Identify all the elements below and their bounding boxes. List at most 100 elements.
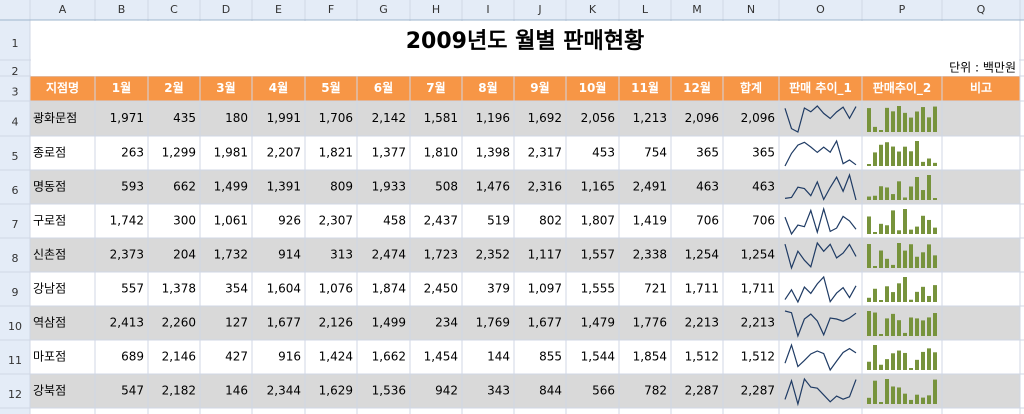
column-sparkline-bar bbox=[873, 126, 877, 132]
month-value: 1,933 bbox=[372, 180, 406, 194]
column-sparkline-bar bbox=[873, 266, 877, 268]
row-number: 7 bbox=[12, 218, 19, 231]
header-cell: 3월 bbox=[216, 80, 235, 95]
month-value: 2,142 bbox=[372, 111, 406, 125]
month-value: 2,096 bbox=[685, 111, 719, 125]
line-sparkline bbox=[784, 173, 857, 201]
column-sparkline-bar bbox=[933, 162, 937, 166]
column-sparkline-bar bbox=[921, 161, 925, 166]
header-cell: 4월 bbox=[269, 80, 288, 95]
month-value: 2,056 bbox=[581, 111, 615, 125]
header-cell: 판매 추이_1 bbox=[789, 80, 852, 96]
column-sparkline-bar bbox=[933, 106, 937, 132]
row-number: 2 bbox=[12, 65, 19, 78]
row-shade bbox=[30, 374, 1020, 408]
line-sparkline bbox=[784, 241, 857, 270]
column-sparkline-bar bbox=[891, 146, 895, 166]
column-sparkline-bar bbox=[879, 144, 883, 166]
column-sparkline-bar bbox=[909, 299, 913, 302]
month-value: 2,344 bbox=[267, 384, 301, 398]
column-sparkline-bar bbox=[915, 394, 919, 404]
row-shade bbox=[30, 101, 1020, 136]
column-sparkline-bar bbox=[909, 368, 913, 370]
column-sparkline-bar bbox=[891, 292, 895, 302]
unit: 단위 : 백만원 bbox=[949, 61, 1016, 75]
column-sparkline-bar bbox=[897, 181, 901, 200]
row-number: 1 bbox=[12, 37, 19, 50]
month-value: 1,581 bbox=[424, 111, 458, 125]
column-sparkline-bar bbox=[915, 359, 919, 370]
column-letter: J bbox=[537, 3, 541, 16]
column-sparkline-bar bbox=[867, 164, 871, 166]
month-value: 2,207 bbox=[267, 146, 301, 160]
column-sparkline-bar bbox=[879, 223, 883, 234]
column-sparkline-bar bbox=[915, 256, 919, 268]
month-value: 1,874 bbox=[372, 282, 406, 296]
month-value: 566 bbox=[592, 384, 615, 398]
column-sparkline-bar bbox=[903, 209, 907, 234]
column-sparkline-bar bbox=[927, 348, 931, 370]
month-value: 2,316 bbox=[528, 180, 562, 194]
row-number: 11 bbox=[8, 354, 22, 367]
branch-name: 구로점 bbox=[33, 214, 66, 228]
month-value: 1,391 bbox=[267, 180, 301, 194]
column-sparkline-bar bbox=[921, 107, 925, 132]
month-value: 453 bbox=[592, 146, 615, 160]
header-cell: 11월 bbox=[631, 80, 659, 95]
month-value: 2,352 bbox=[476, 248, 510, 262]
month-value: 1,398 bbox=[476, 146, 510, 160]
month-value: 2,474 bbox=[372, 248, 406, 262]
column-sparkline-bar bbox=[897, 387, 901, 404]
header-cell: 7월 bbox=[426, 80, 445, 95]
header-cell: 12월 bbox=[683, 80, 711, 95]
month-value: 1,557 bbox=[581, 248, 615, 262]
branch-name: 종로점 bbox=[33, 146, 66, 160]
month-value: 458 bbox=[383, 214, 406, 228]
column-sparkline-bar bbox=[915, 111, 919, 132]
column-sparkline-bar bbox=[891, 194, 895, 200]
column-header-bar bbox=[0, 0, 1024, 20]
row-number: 4 bbox=[12, 116, 19, 129]
column-sparkline-bar bbox=[885, 258, 889, 268]
month-value: 1,076 bbox=[319, 282, 353, 296]
header-cell: 합계 bbox=[740, 80, 762, 95]
month-value: 1,536 bbox=[372, 384, 406, 398]
column-sparkline-bar bbox=[903, 197, 907, 200]
month-value: 1,117 bbox=[528, 248, 562, 262]
column-letter: D bbox=[222, 3, 230, 16]
month-value: 2,338 bbox=[633, 248, 667, 262]
column-sparkline-bar bbox=[933, 379, 937, 404]
column-letter: G bbox=[379, 3, 388, 16]
column-sparkline-bar bbox=[885, 318, 889, 336]
header-cell: 9월 bbox=[530, 80, 549, 95]
month-value: 354 bbox=[225, 282, 248, 296]
month-value: 1,097 bbox=[528, 282, 562, 296]
month-value: 1,742 bbox=[110, 214, 144, 228]
month-value: 1,776 bbox=[633, 316, 667, 330]
month-value: 1,692 bbox=[528, 111, 562, 125]
month-value: 2,287 bbox=[685, 384, 719, 398]
month-value: 146 bbox=[225, 384, 248, 398]
column-sparkline-bar bbox=[933, 285, 937, 302]
month-value: 926 bbox=[278, 214, 301, 228]
month-value: 508 bbox=[435, 180, 458, 194]
branch-name: 강남점 bbox=[33, 282, 66, 296]
column-letter: M bbox=[692, 3, 702, 16]
total-value: 1,711 bbox=[741, 282, 775, 296]
total-value: 706 bbox=[752, 214, 775, 228]
column-sparkline-bar bbox=[867, 297, 871, 302]
column-letter: L bbox=[642, 3, 649, 16]
month-value: 1,544 bbox=[581, 350, 615, 364]
column-letter: I bbox=[486, 3, 489, 16]
column-sparkline-bar bbox=[927, 175, 931, 200]
column-letter: N bbox=[747, 3, 755, 16]
month-value: 1,419 bbox=[633, 214, 667, 228]
row-number: 9 bbox=[12, 286, 19, 299]
column-sparkline-bar bbox=[927, 219, 931, 234]
line-sparkline bbox=[784, 377, 857, 407]
column-sparkline-bar bbox=[879, 364, 883, 370]
column-letter: P bbox=[899, 3, 906, 16]
column-sparkline-bar bbox=[873, 345, 877, 370]
column-sparkline-bar bbox=[879, 300, 883, 302]
column-sparkline-bar bbox=[903, 112, 907, 132]
